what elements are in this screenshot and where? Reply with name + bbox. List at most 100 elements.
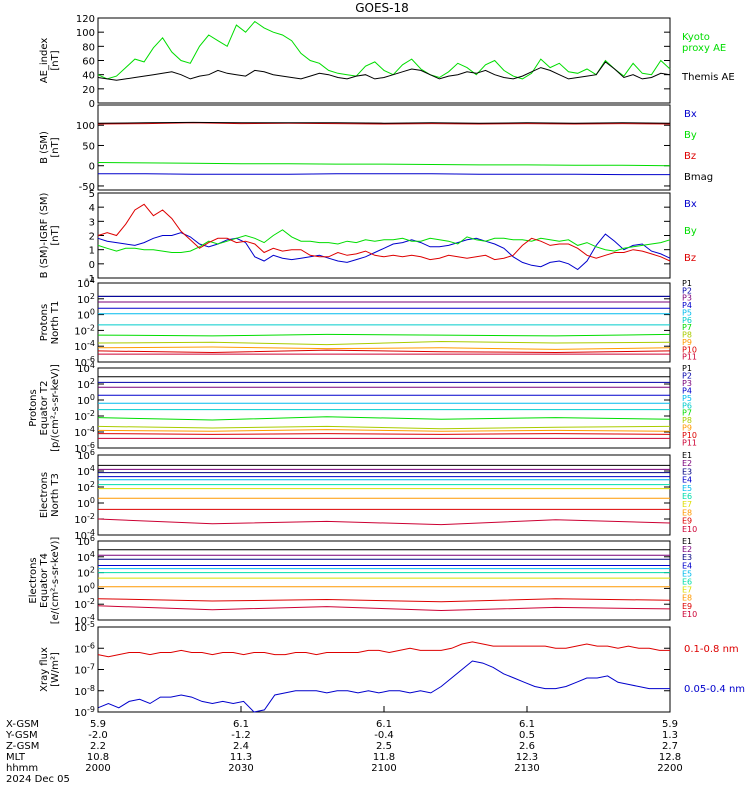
y-axis-label: [p/(cm²-s-sr-keV)] xyxy=(50,364,61,452)
legend-entry: E7 xyxy=(682,500,692,509)
legend-entry: E6 xyxy=(682,492,692,501)
y-tick-label: 10-2 xyxy=(74,597,95,611)
y-axis-label: North T1 xyxy=(50,301,61,345)
y-tick-label: 10-2 xyxy=(74,409,95,423)
figure-title: GOES-18 xyxy=(355,1,409,15)
legend-entry: P4 xyxy=(682,301,692,310)
series-line-kyoto-proxy-ae xyxy=(97,20,671,80)
legend-entry: P7 xyxy=(682,323,692,332)
series-line-p7 xyxy=(97,333,671,337)
y-axis-label: B (SM) xyxy=(39,131,50,164)
x-row-value: 5.9 xyxy=(90,719,106,730)
series-line-bz xyxy=(97,203,671,262)
y-tick-label: 104 xyxy=(77,361,95,375)
legend-entry: E7 xyxy=(682,586,692,595)
y-tick-label: 0 xyxy=(89,162,95,173)
x-row-value: 2.2 xyxy=(90,741,106,752)
legend-entry: proxy AE xyxy=(682,43,726,54)
y-axis-label: Equator T2 xyxy=(39,381,50,436)
legend-entry: P3 xyxy=(682,379,692,388)
legend-entry: P5 xyxy=(682,394,692,403)
y-tick-label: 100 xyxy=(77,496,95,510)
x-row-value: -0.4 xyxy=(374,730,394,741)
y-tick-label: 60 xyxy=(82,57,95,68)
panel-p2: 104 102 100 10-2 10-4 10-6 Protons Equator T2 [p… xyxy=(28,361,697,455)
x-row-value: 12.8 xyxy=(659,752,681,763)
y-tick-label: 5 xyxy=(89,189,95,200)
series-line-by xyxy=(97,162,671,167)
y-tick-label: 100 xyxy=(77,308,95,322)
legend-entry: Bx xyxy=(684,199,697,210)
panel-xray: 10-5 10-6 10-7 10-8 10-9 Xray flux [W/m²] 0.1-0… xyxy=(39,620,745,719)
x-row-value: 2.6 xyxy=(519,741,535,752)
x-row-value: -2.0 xyxy=(88,730,108,741)
legend-entry: E4 xyxy=(682,476,692,485)
y-tick-label: 1 xyxy=(89,246,95,257)
y-tick-label: 10-6 xyxy=(74,441,95,455)
y-axis-label: [W/m²] xyxy=(50,652,61,687)
date-label: 2024 Dec 05 xyxy=(6,774,70,785)
y-tick-label: -1 xyxy=(85,274,95,285)
x-row-label: Y-GSM xyxy=(5,730,38,741)
y-tick-label: 10-8 xyxy=(74,684,95,698)
legend-entry: P3 xyxy=(682,294,692,303)
legend-entry: P4 xyxy=(682,386,692,395)
legend-entry: P2 xyxy=(682,286,692,295)
legend-entry: E10 xyxy=(682,525,697,534)
y-axis-label: [nT] xyxy=(50,50,61,70)
y-axis-label: Electrons xyxy=(39,472,50,518)
legend-entry: P6 xyxy=(682,401,692,410)
legend-bigrf: Bx By Bz xyxy=(684,199,697,264)
x-row-label: X-GSM xyxy=(6,719,39,730)
y-tick-label: 102 xyxy=(77,377,95,391)
legend-entry: P9 xyxy=(682,338,692,347)
legend-entry: P1 xyxy=(682,279,692,288)
legend-entry: E6 xyxy=(682,578,692,587)
legend-entry: 0.05-0.4 nm xyxy=(684,684,745,695)
y-axis-label: Protons xyxy=(39,304,50,341)
panel-bsm: -50 0 50 100 B (SM) [nT] Bx By Bz Bmag xyxy=(39,104,713,193)
y-tick-label: 104 xyxy=(77,276,95,290)
series-line-p9 xyxy=(97,346,671,350)
legend-entry: Themis AE xyxy=(681,72,735,83)
legend-entry: E9 xyxy=(682,602,692,611)
x-row-value: 11.8 xyxy=(373,752,395,763)
y-tick-label: 4 xyxy=(89,203,95,214)
y-tick-label: 10-4 xyxy=(74,613,95,627)
x-row-label: hhmm xyxy=(6,763,38,774)
panel-bigrf: -1 0 1 2 3 4 5 B (SM)-IGRF (SM) [nT] Bx By Bz xyxy=(39,189,697,285)
panel-frame xyxy=(97,626,671,713)
x-row-value: 12.3 xyxy=(516,752,538,763)
y-tick-label: 40 xyxy=(82,71,95,82)
legend-entry: E8 xyxy=(682,594,692,603)
y-tick-label: 100 xyxy=(76,28,95,39)
x-row-value: -1.2 xyxy=(231,730,251,741)
legend-entry: Kyoto xyxy=(682,32,710,43)
y-tick-label: 10-2 xyxy=(74,323,95,337)
y-axis-label: Electrons xyxy=(28,557,39,603)
legend-entry: 0.1-0.8 nm xyxy=(684,644,739,655)
x-row-value: 2100 xyxy=(371,763,396,774)
legend-entry: P2 xyxy=(682,371,692,380)
y-tick-label: 10-2 xyxy=(74,512,95,526)
legend-entry: P8 xyxy=(682,416,692,425)
x-row-value: 5.9 xyxy=(662,719,678,730)
series-line-0-1-0-8-nm xyxy=(97,641,670,658)
y-tick-label: 100 xyxy=(77,581,95,595)
panel-frame xyxy=(97,17,671,104)
legend-bsm: Bx By Bz Bmag xyxy=(684,109,713,183)
y-tick-label: 3 xyxy=(89,217,95,228)
x-row-label: Z-GSM xyxy=(6,741,39,752)
legend-entry: E2 xyxy=(682,545,692,554)
x-row-value: 1.3 xyxy=(662,730,678,741)
y-tick-label: -50 xyxy=(79,182,95,193)
legend-entry: E4 xyxy=(682,561,692,570)
series-line-by xyxy=(97,229,671,253)
series-line-e10 xyxy=(97,518,671,526)
